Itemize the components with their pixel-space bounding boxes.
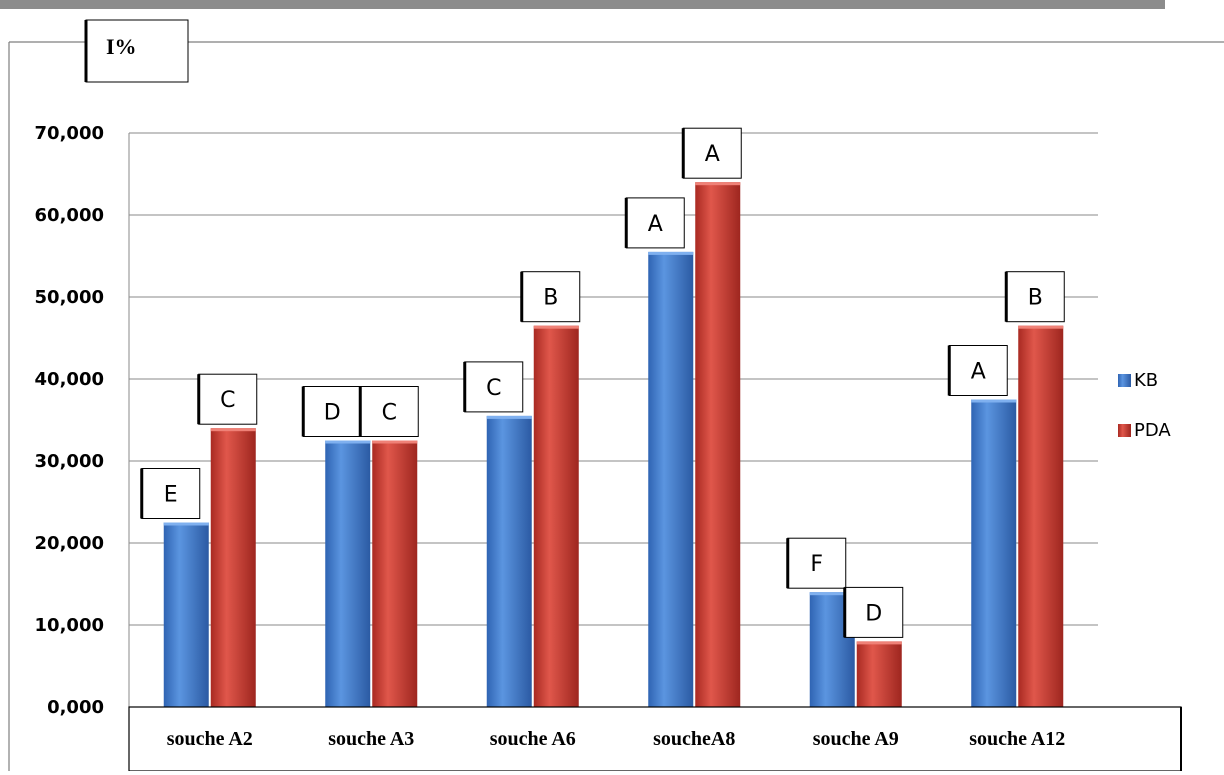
significance-label: D xyxy=(843,586,904,638)
legend-label: PDA xyxy=(1134,420,1171,441)
bar-pda xyxy=(1018,325,1064,707)
y-tick-label: 40,000 xyxy=(35,369,104,390)
legend-label: KB xyxy=(1134,370,1158,391)
y-tick-label: 10,000 xyxy=(35,615,104,636)
significance-label: D xyxy=(301,386,362,437)
y-tick-label: 70,000 xyxy=(35,123,104,144)
significance-label: A xyxy=(681,127,742,179)
y-tick-label: 20,000 xyxy=(35,533,104,554)
y-tick-label: 50,000 xyxy=(35,287,104,308)
x-tick-label: souche A3 xyxy=(328,728,414,750)
bar-cap xyxy=(486,415,532,419)
y-tick-label: 60,000 xyxy=(35,205,104,226)
gridlines xyxy=(128,132,1098,707)
bar-cap xyxy=(533,325,579,329)
bar-cap xyxy=(695,182,741,186)
bar-kb xyxy=(971,399,1017,707)
bar-pda xyxy=(533,325,579,707)
bar-cap xyxy=(163,522,209,526)
significance-label: A xyxy=(624,197,685,249)
bar-pda xyxy=(372,440,418,707)
significance-letter: B xyxy=(1028,286,1043,311)
bar-pda xyxy=(210,428,256,707)
x-tick-label: souche A2 xyxy=(167,728,253,750)
significance-letter: C xyxy=(382,401,397,426)
significance-letter: D xyxy=(324,401,341,426)
bar-pda xyxy=(695,182,741,707)
bar-kb xyxy=(648,251,694,707)
bar-pda xyxy=(856,641,902,707)
significance-label: F xyxy=(786,537,847,589)
chart-title: I% xyxy=(106,34,137,59)
bar-cap xyxy=(372,440,418,444)
significance-label: E xyxy=(140,468,201,519)
y-axis-ticks: 0,000 10,000 20,000 30,000 40,000 50,000 60,00… xyxy=(35,123,104,718)
significance-label: A xyxy=(947,345,1008,396)
bar-cap xyxy=(1018,325,1064,329)
significance-letter: C xyxy=(220,388,235,413)
significance-letter: A xyxy=(648,212,663,237)
legend: KB PDA xyxy=(1118,370,1171,441)
x-tick-label: souche A6 xyxy=(490,728,576,750)
legend-item-kb: KB xyxy=(1118,370,1158,391)
bar-cap xyxy=(210,428,256,432)
title-box: I% xyxy=(84,19,189,83)
bar-cap xyxy=(648,251,694,255)
legend-swatch xyxy=(1118,424,1131,437)
bars xyxy=(163,182,1064,707)
bar-kb xyxy=(163,522,209,707)
x-tick-label: souche A12 xyxy=(969,728,1065,750)
bar-cap xyxy=(325,440,371,444)
bar-cap xyxy=(971,399,1017,403)
top-rule xyxy=(0,0,1165,9)
significance-label: C xyxy=(463,361,524,413)
significance-letter: E xyxy=(164,483,178,508)
significance-letter: A xyxy=(971,360,986,385)
significance-letter: A xyxy=(705,142,720,167)
bar-cap xyxy=(856,641,902,645)
significance-letter: B xyxy=(543,286,558,311)
bar-kb xyxy=(325,440,371,707)
significance-letters: E C D C C B A A F D A B xyxy=(140,127,1065,638)
significance-label: C xyxy=(197,373,258,425)
significance-letter: C xyxy=(486,376,501,401)
bar-kb xyxy=(486,415,532,707)
legend-item-pda: PDA xyxy=(1118,420,1171,441)
significance-label: B xyxy=(520,271,581,323)
significance-letter: D xyxy=(865,601,882,626)
y-tick-label: 0,000 xyxy=(47,697,104,718)
x-axis-labels: souche A2 souche A3 souche A6 soucheA8 souch… xyxy=(167,728,1066,750)
bar-cap xyxy=(809,592,855,596)
x-tick-label: soucheA8 xyxy=(653,728,735,750)
significance-label: B xyxy=(1004,271,1065,323)
y-tick-label: 30,000 xyxy=(35,451,104,472)
x-tick-label: souche A9 xyxy=(813,728,899,750)
legend-swatch xyxy=(1118,374,1131,387)
significance-letter: F xyxy=(810,552,823,577)
significance-label: C xyxy=(358,386,419,437)
outer-frame xyxy=(8,41,1224,771)
